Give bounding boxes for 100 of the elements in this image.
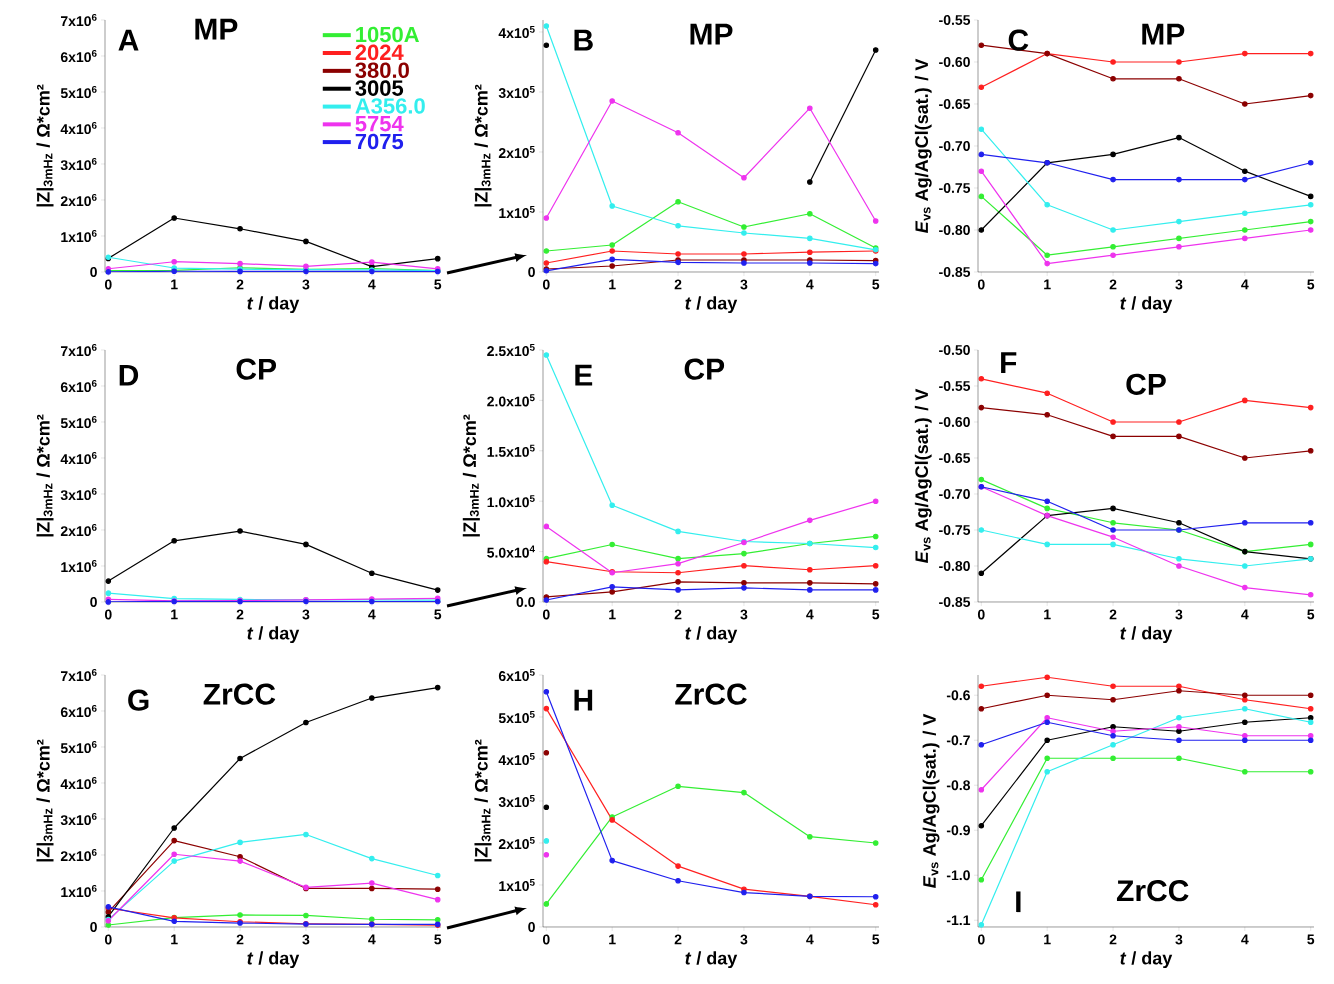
x-axis-title: t / day [1120,626,1173,644]
y-tick-label: 6x10$^{6}$ [60,49,97,63]
x-tick-label: 3 [1175,934,1183,945]
annotation: D [119,364,139,386]
y-tick-label: 5x10$^{5}$ [498,710,535,724]
y-tick-label: 7x10$^{6}$ [60,13,97,27]
x-tick-label: 5 [434,279,442,290]
x-tick-label: 3 [1175,279,1183,290]
x-tick-label: 5 [1307,279,1315,290]
x-tick-label: 0 [104,279,112,290]
x-tick-label: 1 [171,279,178,290]
x-axis-title: t / day [685,951,738,969]
x-tick-label: 2 [674,934,682,945]
y-tick-label: 7x10$^{6}$ [60,668,97,682]
y-tick-label: -0.70 [939,141,970,151]
text: CP [1126,373,1166,395]
y-tick-label: 0 [528,267,535,277]
x-tick-label: 1 [1044,609,1051,620]
y-tick-label: 5.0x10$^{4}$ [487,545,535,558]
y-tick-label: 1x10$^{5}$ [499,878,535,892]
x-tick-label: 3 [302,934,310,945]
x-tick-label: 2 [1109,609,1117,620]
x-tick-label: 0 [542,609,550,620]
legend-label: 5754 [355,116,404,132]
y-axis-title: |Z|$_{3mHz}$ / Ω*cm² [474,84,492,207]
y-tick-label: 0.0 [516,597,535,607]
chart-title: MP [195,18,238,40]
y-tick-label: -0.65 [939,453,971,463]
y-tick-label: 6x10$^{6}$ [60,704,97,718]
y-tick-label: 1.5x10$^{5}$ [487,444,535,457]
x-tick-label: 0 [104,609,112,620]
y-tick-label: 4x10$^{5}$ [498,752,535,766]
x-tick-label: 3 [740,609,748,620]
y-tick-label: -0.85 [939,267,971,277]
y-tick-label: 3x10$^{6}$ [60,487,97,501]
y-tick-label: -0.55 [939,381,971,391]
x-axis-title: t / day [1120,296,1173,314]
annotation: C [1008,29,1029,51]
y-tick-label: -0.80 [939,225,970,235]
y-tick-label: 2.0x10$^{5}$ [487,394,535,407]
x-tick-label: 3 [302,279,310,290]
y-tick-label: 5x10$^{6}$ [60,85,97,99]
legend-label: A356.0 [355,98,425,114]
y-tick-label: -0.60 [939,57,970,67]
x-tick-label: 1 [1044,934,1051,945]
annotation: G [128,689,149,711]
x-tick-label: 2 [674,279,682,290]
y-tick-label: -0.55 [939,15,971,25]
x-tick-label: 0 [104,934,112,945]
x-tick-label: 0 [977,609,985,620]
y-tick-label: 2x10$^{5}$ [498,836,535,850]
y-tick-label: 4x10$^{6}$ [60,451,97,465]
x-tick-label: 2 [674,609,682,620]
y-tick-label: 0 [90,922,97,932]
y-tick-label: 3x10$^{5}$ [498,85,535,99]
legend-label: 1050A [356,26,420,43]
y-tick-label: 2x10$^{5}$ [498,145,535,159]
x-tick-label: 2 [236,934,244,945]
y-tick-label: 2x10$^{6}$ [60,848,97,862]
y-tick-label: -0.70 [939,489,970,499]
x-tick-label: 1 [1044,279,1051,290]
x-axis-title: t / day [247,951,300,969]
y-tick-label: 1.0x10$^{5}$ [487,495,535,508]
x-tick-label: 5 [872,279,880,290]
y-tick-label: -0.50 [939,345,970,355]
x-tick-label: 5 [434,609,442,620]
y-axis-title: |Z|$_{3mHz}$ / Ω*cm² [36,414,54,537]
y-tick-label: 6x10$^{6}$ [60,379,97,393]
x-tick-label: 3 [740,934,748,945]
y-axis-title: E$_{vs}$ Ag/AgCl(sat.) / V [914,58,932,233]
x-axis-title: t / day [685,296,738,314]
x-tick-label: 1 [171,609,178,620]
y-tick-label: 0 [90,267,97,277]
y-tick-label: 3x10$^{6}$ [60,157,97,171]
y-tick-label: 2x10$^{6}$ [60,523,97,537]
annotation: I [1016,891,1021,913]
x-axis-title: t / day [247,626,300,644]
x-tick-label: 4 [806,934,814,945]
chart-title: ZrCC [203,683,276,705]
x-tick-label: 2 [1109,934,1117,945]
legend-label: 7075 [355,133,404,150]
y-tick-label: 3x10$^{5}$ [498,794,535,808]
annotation: H [574,689,593,711]
annotation: E [575,364,593,386]
chart-title: CP [236,358,277,380]
y-tick-label: 6x10$^{5}$ [498,668,535,682]
y-tick-label: 4x10$^{6}$ [60,121,97,135]
y-axis-title: |Z|$_{3mHz}$ / Ω*cm² [462,414,480,537]
y-axis-title: E$_{vs}$ Ag/AgCl(sat.) / V [922,713,940,888]
x-tick-label: 1 [609,609,616,620]
x-axis-title: t / day [1120,951,1173,969]
y-tick-label: -0.8 [946,780,971,791]
x-tick-label: 4 [806,609,814,620]
x-tick-label: 3 [1175,609,1183,620]
y-axis-title: |Z|$_{3mHz}$ / Ω*cm² [36,84,54,207]
legend-label: 2024 [355,44,404,61]
y-tick-label: 7x10$^{6}$ [60,343,97,357]
y-tick-label: 0 [90,597,97,607]
x-tick-label: 1 [609,934,616,945]
x-axis-title: t / day [247,296,300,314]
